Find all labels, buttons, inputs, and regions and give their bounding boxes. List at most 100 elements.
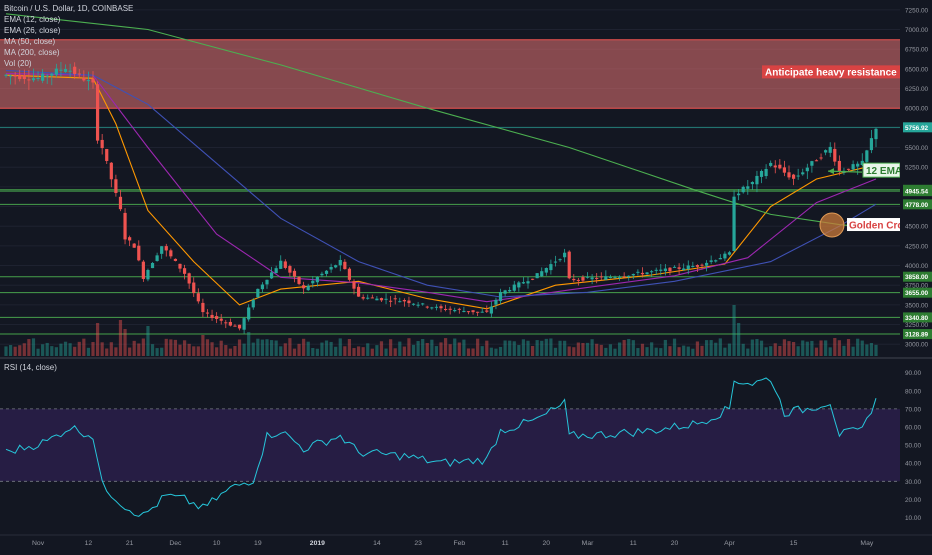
resistance-annotation-box xyxy=(762,65,900,79)
volume-bar xyxy=(434,346,439,356)
indicator-volume[interactable]: Vol (20) xyxy=(4,59,32,68)
volume-bar xyxy=(283,343,287,356)
volume-bar xyxy=(31,338,36,356)
volume-bar xyxy=(334,346,338,356)
candle-body xyxy=(288,266,292,273)
candle-body xyxy=(471,310,475,313)
volume-bar xyxy=(27,339,31,356)
candle-body xyxy=(485,310,489,312)
indicator-ma50[interactable]: MA (50, close) xyxy=(4,37,56,46)
candle-body xyxy=(123,212,127,240)
candle-body xyxy=(242,318,246,330)
volume-bar xyxy=(787,341,791,356)
volume-bar xyxy=(366,343,370,356)
volume-bar xyxy=(526,340,530,356)
volume-bar xyxy=(585,342,590,356)
candle-body xyxy=(856,163,860,167)
volume-bar xyxy=(503,340,507,356)
volume-bar xyxy=(837,340,841,356)
candle-body xyxy=(672,266,677,268)
rsi-band xyxy=(0,408,900,482)
volume-bar xyxy=(91,342,95,356)
candle-body xyxy=(718,257,722,260)
volume-bar xyxy=(279,346,283,356)
candle-body xyxy=(572,278,576,281)
price-tick-label: 5250.00 xyxy=(905,165,929,172)
volume-bar xyxy=(315,348,319,356)
volume-bar xyxy=(622,340,626,356)
volume-bar xyxy=(443,338,448,356)
volume-bar xyxy=(228,348,232,356)
price-tick-label: 3750.00 xyxy=(905,283,929,290)
candle-body xyxy=(590,277,594,280)
candle-body xyxy=(782,167,787,173)
symbol-title[interactable]: Bitcoin / U.S. Dollar, 1D, COINBASE xyxy=(4,4,134,13)
volume-bar xyxy=(782,339,787,356)
volume-bar xyxy=(828,347,832,356)
indicator-ema26[interactable]: EMA (26, close) xyxy=(4,26,61,35)
volume-bar xyxy=(356,346,361,356)
volume-bar xyxy=(645,347,649,356)
volume-bar xyxy=(700,345,704,356)
volume-bar xyxy=(581,342,585,356)
candle-body xyxy=(631,273,635,276)
candle-body xyxy=(366,297,370,299)
indicator-ma200[interactable]: MA (200, close) xyxy=(4,48,60,57)
candle-body xyxy=(160,246,164,254)
volume-bar xyxy=(659,348,663,356)
rsi-title[interactable]: RSI (14, close) xyxy=(4,363,57,372)
volume-bar xyxy=(489,347,493,356)
date-tick-label: 12 xyxy=(85,540,93,547)
rsi-tick-label: 30.00 xyxy=(905,479,921,486)
volume-bar xyxy=(160,347,164,356)
candle-body xyxy=(700,264,704,266)
volume-bar xyxy=(604,347,608,356)
volume-bar xyxy=(791,342,796,356)
indicator-ema12[interactable]: EMA (12, close) xyxy=(4,15,61,24)
resistance-zone xyxy=(0,39,900,109)
volume-bar xyxy=(18,345,22,356)
candle-body xyxy=(443,308,448,311)
volume-bar xyxy=(182,340,187,356)
candle-body xyxy=(466,311,471,313)
volume-bar xyxy=(329,341,333,356)
price-tick-label: 6750.00 xyxy=(905,47,929,54)
volume-bar xyxy=(205,339,210,356)
volume-bar xyxy=(824,340,828,356)
candle-body xyxy=(219,318,223,321)
candle-body xyxy=(352,281,356,289)
volume-bar xyxy=(517,345,521,356)
volume-bar xyxy=(462,339,466,356)
volume-bar xyxy=(63,341,68,356)
golden-cross-marker xyxy=(819,212,845,238)
volume-bar xyxy=(210,342,214,356)
volume-bars xyxy=(4,305,878,356)
volume-bar xyxy=(118,320,123,356)
volume-bar xyxy=(215,347,219,356)
candle-body xyxy=(347,268,352,280)
candle-body xyxy=(489,306,493,314)
candle-body xyxy=(402,299,406,302)
candle-body xyxy=(425,306,429,308)
price-tick-label: 6500.00 xyxy=(905,66,929,73)
date-tick-label: 10 xyxy=(213,540,221,547)
candle-body xyxy=(810,161,814,166)
volume-bar xyxy=(86,347,91,356)
candle-body xyxy=(4,74,8,76)
golden-cross-label: Golden Cross xyxy=(849,221,915,232)
level-price-tag xyxy=(903,312,932,323)
volume-bar xyxy=(247,332,251,356)
volume-bar xyxy=(237,339,242,356)
candle-body xyxy=(759,171,764,177)
volume-bar xyxy=(141,338,145,356)
volume-bar xyxy=(68,343,72,356)
candle-body xyxy=(737,193,741,196)
candle-body xyxy=(18,74,22,80)
volume-bar xyxy=(764,347,768,356)
volume-bar xyxy=(448,344,452,356)
candle-body xyxy=(205,312,210,314)
legend: Bitcoin / U.S. Dollar, 1D, COINBASE EMA … xyxy=(4,3,133,69)
candle-body xyxy=(865,150,869,162)
candle-body xyxy=(141,261,145,279)
